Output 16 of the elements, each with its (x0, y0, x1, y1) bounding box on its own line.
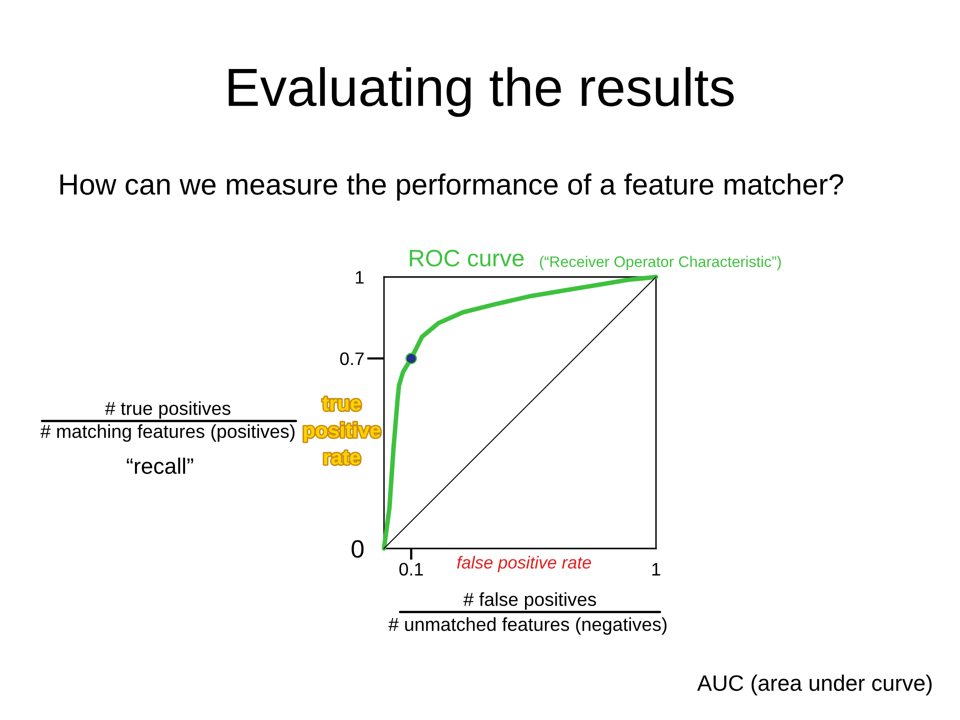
x-axis-title: false positive rate (457, 556, 591, 572)
text: # true positives (105, 401, 230, 419)
series-label: ROC curve (410, 250, 524, 267)
x-tick-label: 0.1 (399, 562, 423, 576)
y-axis-title: true positive rate (304, 396, 380, 465)
text: # unmatched features (negatives) (388, 617, 667, 635)
y-tick-label: 1 (356, 271, 364, 284)
text: “recall” (126, 458, 194, 474)
y-tick-label: 0.7 (340, 352, 364, 366)
text: (“Receiver Operator Characteristic”) (540, 256, 781, 270)
text: # false positives (463, 592, 596, 610)
text: AUC (area under curve) (697, 674, 932, 696)
chart-subtitle: How can we measure the performance of a feature matcher? (60, 173, 844, 201)
text: # matching features (positives) (40, 424, 295, 442)
chart-title: Evaluating the results (228, 67, 734, 117)
y-tick-label: 0 (352, 540, 364, 558)
